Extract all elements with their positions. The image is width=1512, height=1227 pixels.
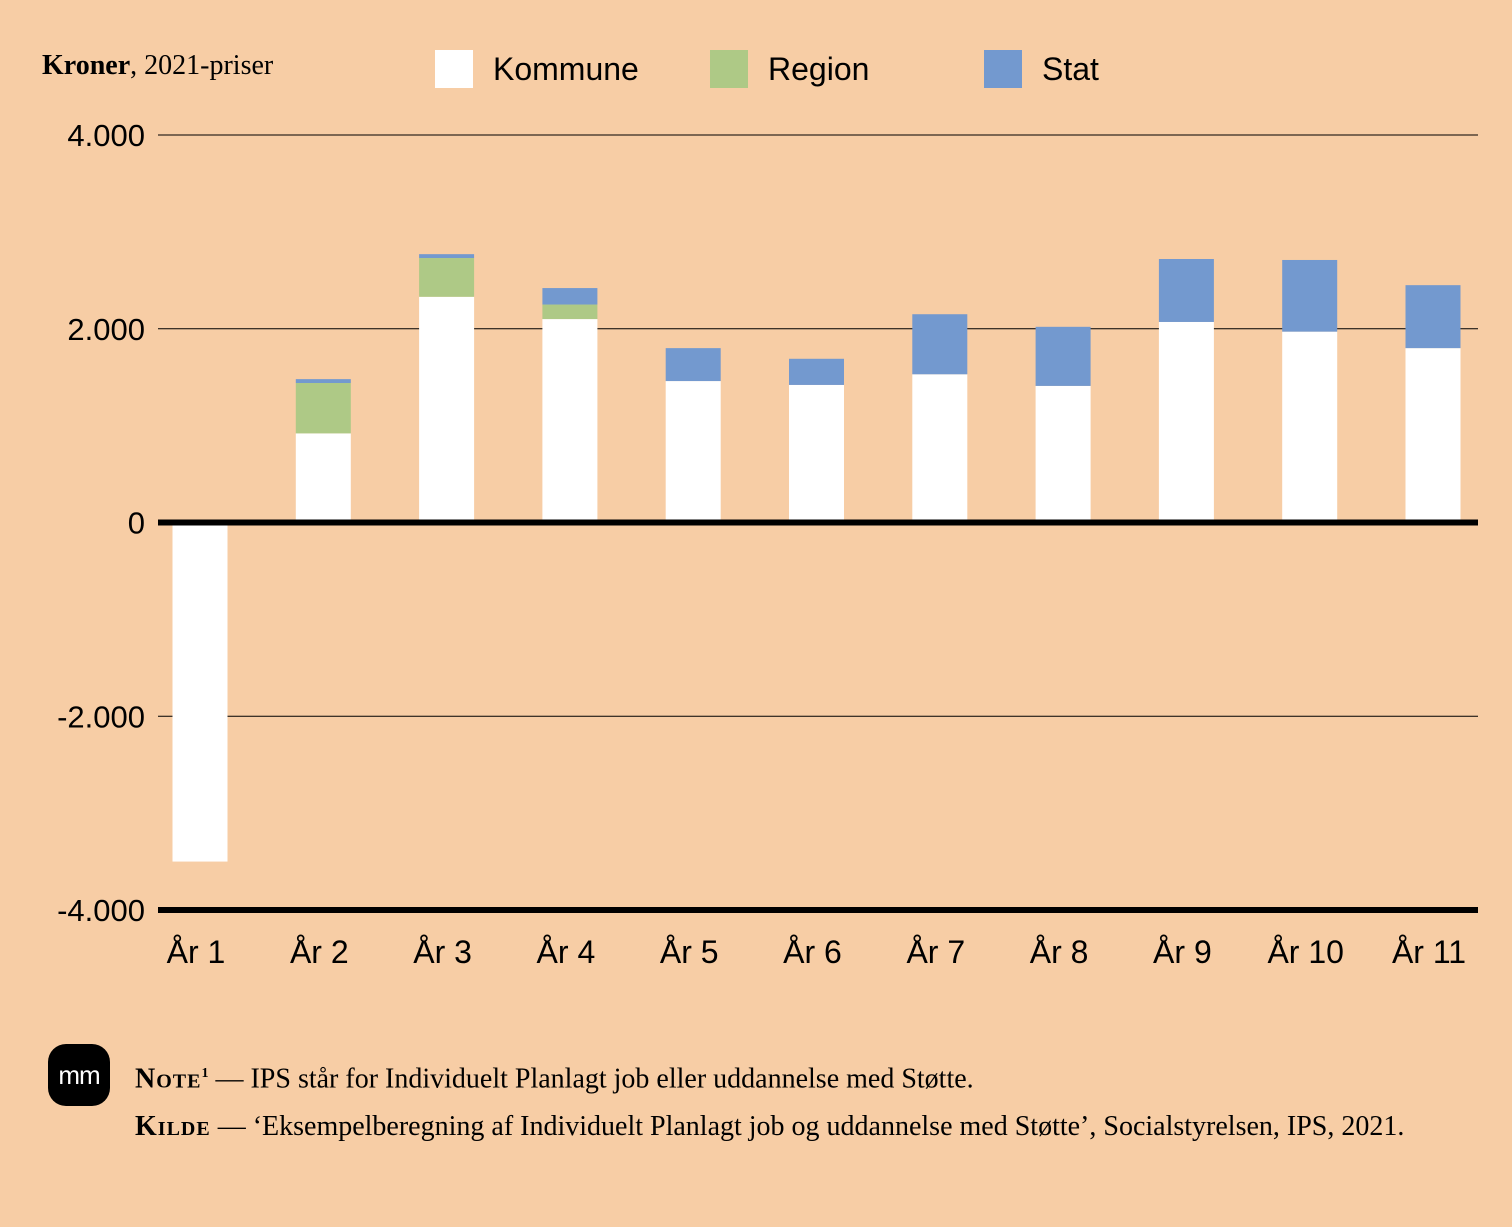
x-tick-label: År 1 <box>167 934 226 970</box>
source-line: Kilde — ‘Eksempelberegning af Individuel… <box>135 1110 1435 1144</box>
bar-stat-11 <box>1405 285 1461 349</box>
unit-label: Kroner, 2021-priser <box>42 50 273 82</box>
note-text: — IPS står for Individuelt Planlagt job … <box>208 1063 974 1095</box>
legend-item-stat: Stat <box>984 49 1099 89</box>
bar-kommune-10 <box>1282 331 1338 523</box>
legend-label-stat: Stat <box>1042 50 1099 87</box>
x-tick-label: År 8 <box>1030 934 1089 970</box>
x-tick-label: År 9 <box>1153 934 1212 970</box>
unit-label-rest: , 2021-priser <box>130 50 274 81</box>
y-tick-label: 0 <box>128 506 145 541</box>
source-label: Kilde <box>135 1111 211 1143</box>
bar-kommune-4 <box>542 319 598 523</box>
bar-region-2 <box>295 383 351 434</box>
legend-item-kommune: Kommune <box>435 49 639 89</box>
note-line: Note1 — IPS står for Individuelt Planlag… <box>135 1057 1435 1096</box>
bar-region-3 <box>419 258 475 297</box>
legend-swatch-stat <box>984 50 1022 88</box>
bar-stat-3 <box>419 254 475 259</box>
x-tick-label: År 4 <box>537 934 596 970</box>
bar-kommune-2 <box>295 433 351 523</box>
x-tick-label: År 2 <box>290 934 349 970</box>
x-tick-label: År 5 <box>660 934 719 970</box>
legend-swatch-kommune <box>435 50 473 88</box>
x-tick-label: År 3 <box>413 934 472 970</box>
bar-stat-7 <box>912 314 968 375</box>
bar-region-4 <box>542 304 598 320</box>
legend-label-kommune: Kommune <box>493 50 639 87</box>
bar-stat-4 <box>542 288 598 305</box>
bar-stat-9 <box>1158 259 1214 322</box>
bar-kommune-8 <box>1035 385 1091 523</box>
y-tick-label: -4.000 <box>57 893 145 928</box>
bar-kommune-11 <box>1405 348 1461 523</box>
bar-kommune-1 <box>172 522 228 862</box>
legend-label-region: Region <box>768 50 870 87</box>
x-tick-label: År 6 <box>783 934 842 970</box>
legend-item-region: Region <box>710 49 869 89</box>
bar-kommune-5 <box>665 381 721 523</box>
y-tick-label: 2.000 <box>67 312 145 347</box>
bar-chart: 4.000 2.000 0 -2.000 -4.000 År 1 År 2 År 3 År 4 Å… <box>57 118 1478 970</box>
publisher-logo: mm <box>48 1044 110 1106</box>
note-label: Note <box>135 1063 202 1095</box>
x-tick-label: År 7 <box>906 934 965 970</box>
bar-stat-2 <box>295 379 351 383</box>
x-tick-label: År 10 <box>1267 934 1343 970</box>
bar-kommune-6 <box>789 384 844 523</box>
note-superscript: 1 <box>201 1066 209 1081</box>
bar-stat-8 <box>1035 326 1091 386</box>
bar-stat-6 <box>789 358 844 385</box>
y-tick-label: 4.000 <box>67 118 145 153</box>
bar-stat-10 <box>1282 259 1338 332</box>
legend-swatch-region <box>710 50 748 88</box>
y-tick-label: -2.000 <box>57 699 145 734</box>
bar-kommune-3 <box>419 296 475 523</box>
source-text: — ‘Eksempelberegning af Individuelt Plan… <box>210 1111 1405 1143</box>
x-tick-label: År 11 <box>1392 934 1466 970</box>
bar-kommune-9 <box>1158 321 1214 523</box>
bar-stat-5 <box>665 348 721 382</box>
footer-notes: Note1 — IPS står for Individuelt Planlag… <box>135 1057 1435 1158</box>
unit-label-bold: Kroner <box>42 50 131 81</box>
bar-kommune-7 <box>912 374 968 523</box>
